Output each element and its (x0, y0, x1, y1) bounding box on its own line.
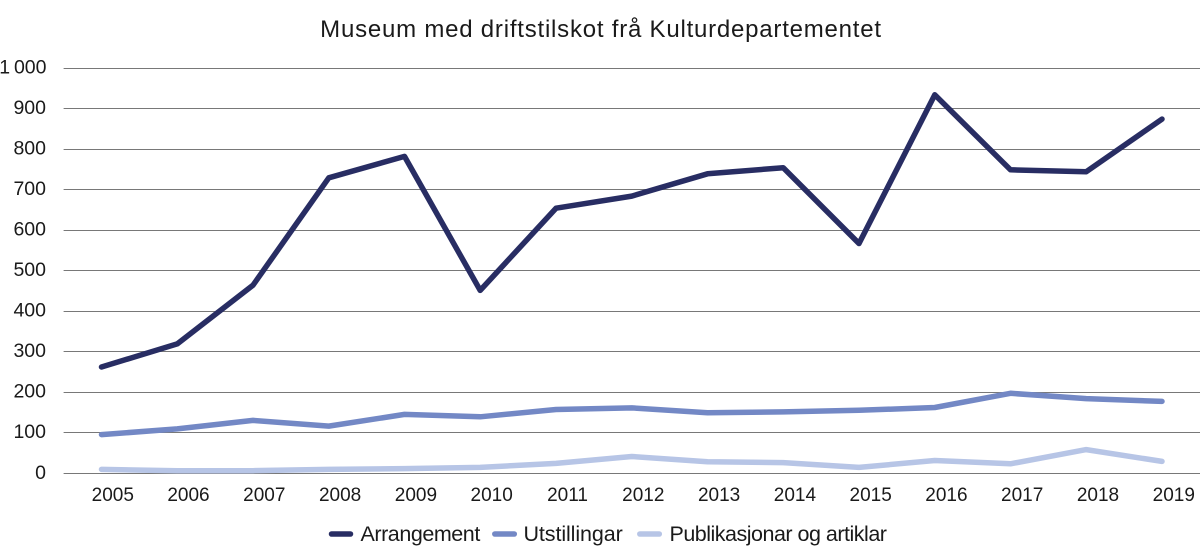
svg-text:1 000: 1 000 (0, 57, 47, 79)
svg-text:2019: 2019 (1153, 485, 1195, 506)
svg-text:2016: 2016 (925, 485, 967, 506)
svg-text:2010: 2010 (471, 485, 513, 506)
svg-text:600: 600 (13, 219, 46, 241)
svg-text:500: 500 (13, 259, 46, 281)
svg-text:2007: 2007 (243, 485, 285, 506)
svg-text:800: 800 (13, 138, 46, 160)
svg-text:Publikasjonar og artiklar: Publikasjonar og artiklar (670, 522, 887, 546)
svg-text:Arrangement: Arrangement (361, 522, 481, 546)
svg-text:2012: 2012 (622, 485, 664, 506)
svg-text:Museum med driftstilskot frå K: Museum med driftstilskot frå Kulturdepar… (320, 16, 882, 43)
svg-text:200: 200 (13, 380, 46, 402)
svg-text:2017: 2017 (1001, 485, 1043, 506)
svg-text:0: 0 (35, 462, 46, 484)
svg-text:2006: 2006 (167, 485, 209, 506)
svg-text:900: 900 (13, 97, 46, 119)
svg-text:2018: 2018 (1077, 485, 1119, 506)
svg-text:Utstillingar: Utstillingar (524, 522, 623, 546)
svg-text:2014: 2014 (774, 485, 817, 506)
svg-text:2005: 2005 (92, 485, 134, 506)
svg-text:700: 700 (13, 178, 46, 200)
svg-text:100: 100 (13, 421, 46, 443)
svg-text:2008: 2008 (319, 485, 361, 506)
svg-text:300: 300 (13, 340, 46, 362)
svg-text:400: 400 (13, 300, 46, 322)
svg-text:2013: 2013 (698, 485, 740, 506)
svg-text:2009: 2009 (395, 485, 437, 506)
svg-text:2011: 2011 (547, 485, 588, 506)
svg-text:2015: 2015 (850, 485, 892, 506)
